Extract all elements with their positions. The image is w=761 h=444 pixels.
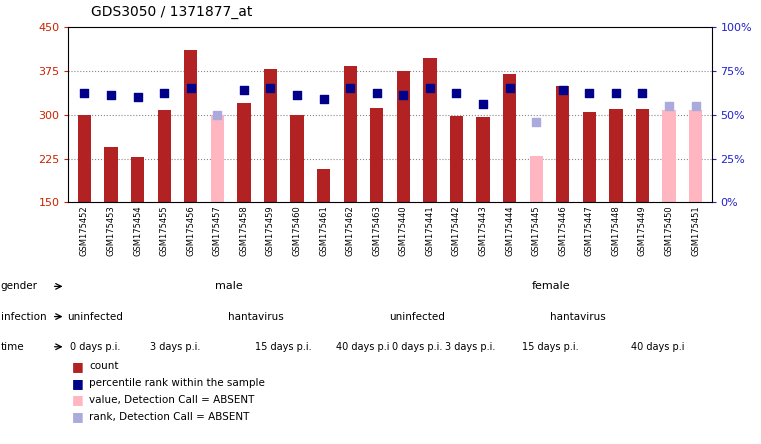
Text: 3 days p.i.: 3 days p.i.	[151, 342, 201, 352]
Text: uninfected: uninfected	[67, 312, 123, 321]
Bar	[503, 74, 516, 202]
Point	[556, 87, 568, 94]
Point	[158, 90, 170, 97]
Bar	[583, 111, 596, 202]
Bar	[317, 169, 330, 202]
Bar	[264, 69, 277, 202]
Point	[689, 102, 702, 109]
Text: time: time	[1, 342, 24, 352]
Bar	[689, 110, 702, 202]
Point	[105, 91, 117, 99]
Text: female: female	[531, 281, 570, 291]
Text: rank, Detection Call = ABSENT: rank, Detection Call = ABSENT	[89, 412, 250, 422]
Bar	[104, 147, 118, 202]
Text: count: count	[89, 361, 119, 371]
Bar	[556, 87, 569, 202]
Point	[583, 90, 595, 97]
Text: percentile rank within the sample: percentile rank within the sample	[89, 378, 265, 388]
Point	[636, 90, 648, 97]
Point	[78, 90, 91, 97]
Text: 15 days p.i.: 15 days p.i.	[523, 342, 579, 352]
Text: 0 days p.i.: 0 days p.i.	[392, 342, 442, 352]
Bar	[610, 109, 622, 202]
Text: ■: ■	[72, 393, 84, 407]
Bar	[131, 157, 145, 202]
Text: ■: ■	[72, 360, 84, 373]
Bar	[184, 50, 197, 202]
Bar	[450, 116, 463, 202]
Text: gender: gender	[1, 281, 38, 291]
Text: male: male	[215, 281, 243, 291]
Point	[504, 85, 516, 92]
Point	[237, 87, 250, 94]
Point	[185, 85, 197, 92]
Bar	[78, 115, 91, 202]
Point	[397, 91, 409, 99]
Point	[132, 93, 144, 100]
Bar	[237, 103, 250, 202]
Text: 40 days p.i: 40 days p.i	[631, 342, 685, 352]
Bar	[396, 71, 410, 202]
Point	[212, 111, 224, 118]
Text: infection: infection	[1, 312, 46, 321]
Bar	[476, 118, 489, 202]
Bar	[662, 110, 676, 202]
Point	[610, 90, 622, 97]
Text: 0 days p.i.: 0 days p.i.	[70, 342, 120, 352]
Bar	[423, 58, 437, 202]
Bar	[530, 155, 543, 202]
Bar	[635, 109, 649, 202]
Bar	[370, 107, 384, 202]
Text: 40 days p.i: 40 days p.i	[336, 342, 390, 352]
Bar	[211, 115, 224, 202]
Point	[451, 90, 463, 97]
Text: uninfected: uninfected	[389, 312, 444, 321]
Text: GDS3050 / 1371877_at: GDS3050 / 1371877_at	[91, 5, 253, 20]
Text: hantavirus: hantavirus	[549, 312, 606, 321]
Point	[663, 102, 675, 109]
Point	[371, 90, 383, 97]
Bar	[158, 110, 170, 202]
Point	[477, 100, 489, 107]
Point	[264, 85, 276, 92]
Point	[424, 85, 436, 92]
Text: ■: ■	[72, 410, 84, 424]
Text: hantavirus: hantavirus	[228, 312, 284, 321]
Point	[344, 85, 356, 92]
Point	[317, 95, 330, 102]
Point	[291, 91, 303, 99]
Point	[530, 118, 543, 125]
Text: ■: ■	[72, 377, 84, 390]
Text: 15 days p.i.: 15 days p.i.	[254, 342, 311, 352]
Text: 3 days p.i.: 3 days p.i.	[445, 342, 495, 352]
Text: value, Detection Call = ABSENT: value, Detection Call = ABSENT	[89, 395, 254, 405]
Bar	[343, 66, 357, 202]
Bar	[291, 115, 304, 202]
